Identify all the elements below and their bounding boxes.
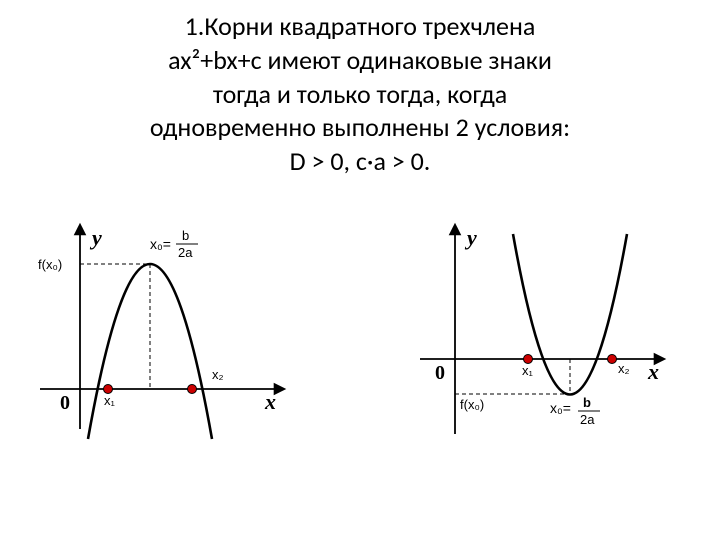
frac-num: b	[583, 395, 591, 410]
heading-line3: тогда и только тогда, когда	[20, 78, 700, 112]
graphs-row: y x 0 f(x₀) x₀= b 2a x₁ x₂ y x 0 x₁ x₂	[20, 209, 700, 449]
x1-label: x₁	[522, 363, 534, 378]
y-axis-label: y	[464, 225, 477, 250]
heading-line1: 1.Корни квадратного трехчлена	[20, 10, 700, 44]
root-x2-dot	[608, 354, 617, 363]
frac-den: 2a	[178, 245, 193, 260]
heading-line4: одновременно выполнены 2 условия:	[20, 111, 700, 145]
left-parabola-graph: y x 0 f(x₀) x₀= b 2a x₁ x₂	[20, 209, 320, 449]
heading-block: 1.Корни квадратного трехчлена ax²+bx+c и…	[20, 10, 700, 179]
right-parabola-graph: y x 0 x₁ x₂ f(x₀) x₀= b 2a	[400, 209, 700, 449]
x0-eq-label: x₀=	[550, 400, 571, 416]
frac-den: 2a	[580, 412, 595, 427]
origin-label: 0	[435, 362, 445, 384]
x-axis-label: x	[647, 359, 659, 384]
x0-eq-label: x₀=	[150, 236, 171, 252]
fx0-label: f(x₀)	[460, 397, 484, 412]
fx0-label: f(x₀)	[38, 257, 62, 272]
origin-label: 0	[60, 392, 70, 414]
root-x2-dot	[188, 384, 197, 393]
frac-num: b	[182, 228, 189, 243]
x2-label: x₂	[618, 361, 630, 376]
x1-label: x₁	[104, 393, 116, 408]
y-axis-label: y	[89, 225, 102, 250]
x-axis-label: x	[264, 389, 276, 414]
heading-line5: D > 0, c·a > 0.	[20, 145, 700, 179]
x2-label: x₂	[212, 367, 224, 382]
heading-line2: ax²+bx+c имеют одинаковые знаки	[20, 44, 700, 78]
